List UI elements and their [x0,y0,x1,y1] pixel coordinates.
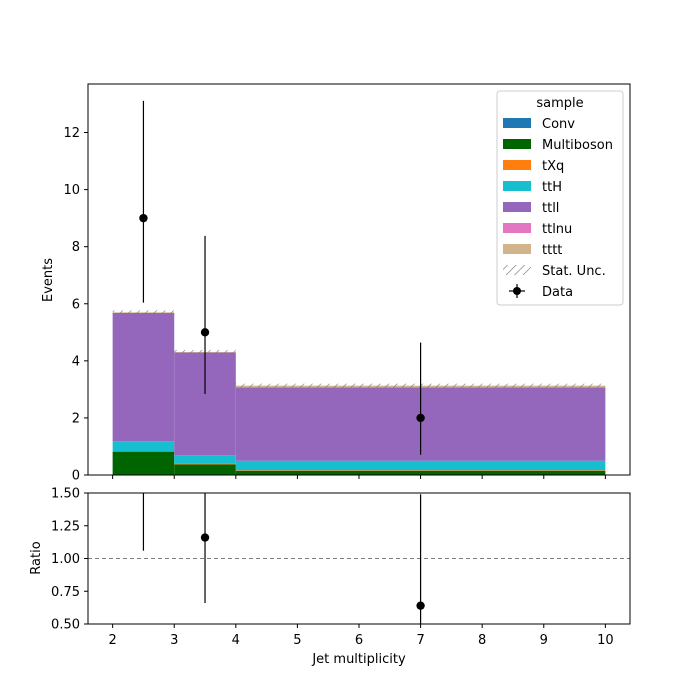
legend-label-8: Data [542,285,573,300]
legend: sample Conv Multiboson tXq ttH ttll ttlnu tttt S… [496,90,624,306]
ratio-y-axis-label: Ratio [29,541,44,574]
ratio-y-tick-label-2: 1.00 [51,552,80,567]
legend-swatch-ttlnu [503,223,531,233]
ratio-y-tick-label-4: 1.50 [51,487,80,502]
data-point-0 [139,213,148,223]
legend-label-2: tXq [542,159,564,174]
legend-label-7: Stat. Unc. [542,264,606,279]
x-tick-label-7: 9 [540,633,548,648]
legend-swatch-Multiboson [503,139,531,149]
hist-bar-tXq-0 [112,451,175,452]
legend-label-4: ttll [542,201,559,216]
ratio-axes-frame [87,492,631,625]
data-point-1 [200,328,210,337]
legend-label-6: tttt [542,243,562,258]
hist-bar-Multiboson-1 [174,464,236,475]
x-tick-label-6: 8 [478,633,486,648]
stat-unc-band-0 [112,310,175,315]
legend-label-3: ttH [542,180,562,195]
hist-bar-ttH-1 [174,455,236,464]
ratio-y-tick-label-0: 0.50 [51,618,80,633]
x-tick-label-0: 2 [108,633,116,648]
x-axis-label: Jet multiplicity [311,652,406,667]
legend-title: sample [536,96,583,111]
legend-swatch-ttll [503,202,531,212]
main-y-tick-label-0: 0 [72,469,80,484]
legend-swatch-stat-unc [503,265,531,275]
main-y-tick-label-1: 2 [72,411,80,426]
x-tick-label-2: 4 [232,633,240,648]
hist-bar-ttll-0 [112,312,175,442]
ratio-y-tick-label-3: 1.25 [51,519,80,534]
main-panel: 0 2 4 6 8 10 12 [63,83,631,484]
hist-bar-Multiboson-0 [112,451,175,475]
legend-swatch-ttH [503,181,531,191]
x-tick-label-3: 5 [293,633,301,648]
main-y-tick-label-3: 6 [72,297,80,312]
main-y-tick-label-5: 10 [63,183,80,198]
legend-label-1: Multiboson [542,138,613,153]
hist-bar-tXq-1 [174,463,236,465]
x-tick-label-5: 7 [416,633,424,648]
ratio-point-2 [416,601,425,610]
main-y-axis-label: Events [41,258,56,302]
main-y-tick-label-2: 4 [72,354,80,369]
main-y-tick-label-4: 8 [72,240,80,255]
ratio-point-1 [200,533,210,542]
x-tick-label-8: 10 [597,633,614,648]
legend-swatch-Conv [503,118,531,128]
ratio-y-tick-label-1: 0.75 [51,585,80,600]
legend-label-0: Conv [542,117,575,132]
main-y-tick-label-6: 12 [63,126,80,141]
hist-bar-ttH-0 [112,441,175,452]
hist-bar-tXq-2 [235,470,606,471]
x-tick-label-4: 6 [355,633,363,648]
legend-swatch-tttt [503,244,531,254]
legend-label-5: ttlnu [542,222,572,237]
ratio-panel: 0.50 0.75 1.00 1.25 1.50 2 3 4 5 6 7 8 9 10 [51,487,631,648]
hist-bar-ttH-2 [235,460,606,471]
legend-data-marker [513,287,521,295]
x-tick-label-1: 3 [170,633,178,648]
legend-swatch-tXq [503,160,531,170]
data-point-2 [416,413,425,423]
hist-bar-Multiboson-2 [235,470,606,475]
